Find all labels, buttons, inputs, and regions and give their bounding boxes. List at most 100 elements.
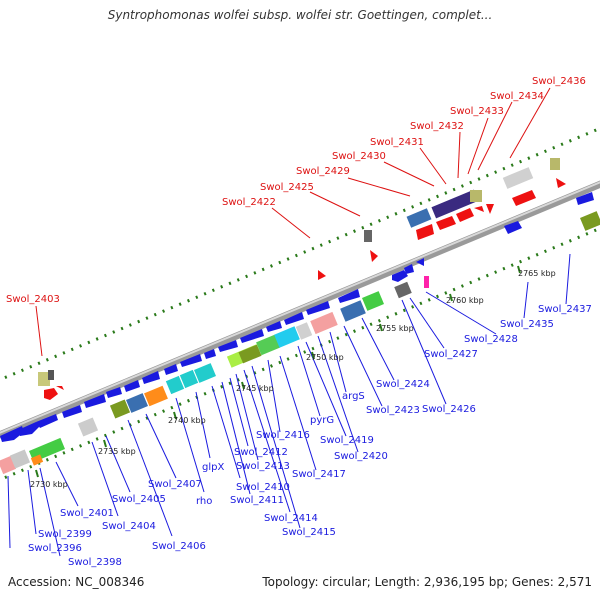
gene-label[interactable]: Swol_2407 xyxy=(148,479,202,490)
gene-arrow[interactable] xyxy=(504,221,522,234)
gene-block[interactable] xyxy=(274,326,300,348)
gene-label[interactable]: Swol_2434 xyxy=(490,91,544,102)
gene-label[interactable]: pyrG xyxy=(310,415,334,426)
gene-block[interactable] xyxy=(406,208,432,228)
gene-arrow[interactable] xyxy=(164,364,178,375)
gene-label[interactable]: Swol_2415 xyxy=(282,527,336,538)
gene-label[interactable]: Swol_2437 xyxy=(538,304,592,315)
gene-block[interactable] xyxy=(30,454,44,466)
gene-label[interactable]: Swol_2435 xyxy=(500,319,554,330)
gene-arrow[interactable] xyxy=(36,414,58,428)
gene-block[interactable] xyxy=(77,417,99,437)
gene-label[interactable]: Swol_2399 xyxy=(38,529,92,540)
gene-arrow[interactable] xyxy=(456,208,474,222)
gene-label[interactable]: Swol_2403 xyxy=(6,294,60,305)
gene-arrow[interactable] xyxy=(18,422,40,436)
gene-label[interactable]: Swol_2422 xyxy=(222,197,276,208)
gene-arrow[interactable] xyxy=(240,329,264,343)
gene-block[interactable] xyxy=(431,189,479,219)
gene-label[interactable]: Swol_2416 xyxy=(256,430,310,441)
gene-arrow[interactable] xyxy=(56,386,64,390)
gene-arrow[interactable] xyxy=(204,349,216,359)
gene-block[interactable] xyxy=(194,363,216,383)
gene-label[interactable]: Swol_2424 xyxy=(376,379,430,390)
gene-label[interactable]: Swol_2432 xyxy=(410,121,464,132)
gene-block[interactable] xyxy=(38,372,50,386)
gene-label[interactable]: argS xyxy=(342,391,365,402)
gene-label[interactable]: Swol_2414 xyxy=(264,513,318,524)
gene-label[interactable]: Swol_2410 xyxy=(236,482,290,493)
gene-block[interactable] xyxy=(550,158,560,170)
gene-block[interactable] xyxy=(470,190,482,202)
gene-label[interactable]: Swol_2401 xyxy=(60,508,114,519)
gene-block[interactable] xyxy=(424,276,429,288)
gene-arrow[interactable] xyxy=(218,340,238,352)
gene-arrow[interactable] xyxy=(180,354,202,367)
gene-arrow[interactable] xyxy=(416,224,434,240)
gene-label[interactable]: rho xyxy=(196,496,212,507)
gene-label[interactable]: Swol_2436 xyxy=(532,76,586,87)
gene-label[interactable]: Swol_2433 xyxy=(450,106,504,117)
gene-block[interactable] xyxy=(362,291,384,311)
gene-label[interactable]: Swol_2429 xyxy=(296,166,350,177)
gene-block[interactable] xyxy=(165,375,185,395)
gene-arrow[interactable] xyxy=(284,312,304,325)
gene-label[interactable]: Swol_2406 xyxy=(152,541,206,552)
gene-arrow[interactable] xyxy=(436,216,456,230)
gene-label[interactable]: Swol_2430 xyxy=(332,151,386,162)
gene-block[interactable] xyxy=(238,344,262,364)
gene-block[interactable] xyxy=(394,281,412,299)
gene-label[interactable]: Swol_2425 xyxy=(260,182,314,193)
gene-label[interactable]: Swol_2396 xyxy=(28,543,82,554)
gene-label[interactable]: Swol_2417 xyxy=(292,469,346,480)
gene-block[interactable] xyxy=(126,393,148,413)
gene-arrow[interactable] xyxy=(318,270,326,280)
gene-label[interactable]: Swol_2423 xyxy=(366,405,420,416)
gene-block[interactable] xyxy=(0,455,17,475)
gene-arrow[interactable] xyxy=(370,250,378,262)
gene-block[interactable] xyxy=(364,230,372,242)
gene-label[interactable]: Swol_2427 xyxy=(424,349,478,360)
gene-label[interactable]: Swol_2419 xyxy=(320,435,374,446)
gene-label[interactable]: Swol_2411 xyxy=(230,495,284,506)
gene-block[interactable] xyxy=(109,399,131,419)
gene-arrow[interactable] xyxy=(576,192,594,205)
gene-label[interactable]: Swol_2398 xyxy=(68,557,122,568)
gene-arrow[interactable] xyxy=(556,178,566,188)
gene-arrow[interactable] xyxy=(124,380,140,392)
gene-block[interactable] xyxy=(9,449,31,469)
gene-label[interactable]: Swol_2426 xyxy=(422,404,476,415)
gene-arrow[interactable] xyxy=(392,270,408,282)
gene-block[interactable] xyxy=(144,385,168,407)
gene-label[interactable]: Swol_2431 xyxy=(370,137,424,148)
gene-block[interactable] xyxy=(580,211,600,231)
gene-arrow[interactable] xyxy=(44,388,58,400)
gene-label[interactable]: Swol_2428 xyxy=(464,334,518,345)
gene-arrow[interactable] xyxy=(84,394,106,408)
gene-block[interactable] xyxy=(310,311,338,335)
gene-arrow[interactable] xyxy=(416,258,424,266)
gene-block[interactable] xyxy=(340,300,366,322)
gene-arrow[interactable] xyxy=(62,405,82,418)
gene-label[interactable]: Swol_2405 xyxy=(112,494,166,505)
gene-block[interactable] xyxy=(48,370,54,380)
gene-arrow[interactable] xyxy=(512,190,536,206)
gene-arrow[interactable] xyxy=(106,387,122,398)
gene-label[interactable]: Swol_2404 xyxy=(102,521,156,532)
gene-label[interactable]: Swol_2412 xyxy=(234,447,288,458)
gene-block[interactable] xyxy=(179,369,199,389)
gene-arrow[interactable] xyxy=(404,264,414,274)
gene-block[interactable] xyxy=(256,334,280,356)
gene-arrow[interactable] xyxy=(338,289,360,303)
gene-label[interactable]: Swol_2420 xyxy=(334,451,388,462)
gene-arrow[interactable] xyxy=(142,371,160,384)
gene-arrow[interactable] xyxy=(306,301,330,315)
gene-arrow[interactable] xyxy=(266,321,282,332)
gene-block[interactable] xyxy=(502,167,534,189)
gene-label[interactable]: glpX xyxy=(202,462,224,473)
gene-arrow[interactable] xyxy=(474,206,484,212)
gene-arrow[interactable] xyxy=(486,204,494,214)
gene-block[interactable] xyxy=(295,322,313,340)
gene-label[interactable]: Swol_2413 xyxy=(236,461,290,472)
